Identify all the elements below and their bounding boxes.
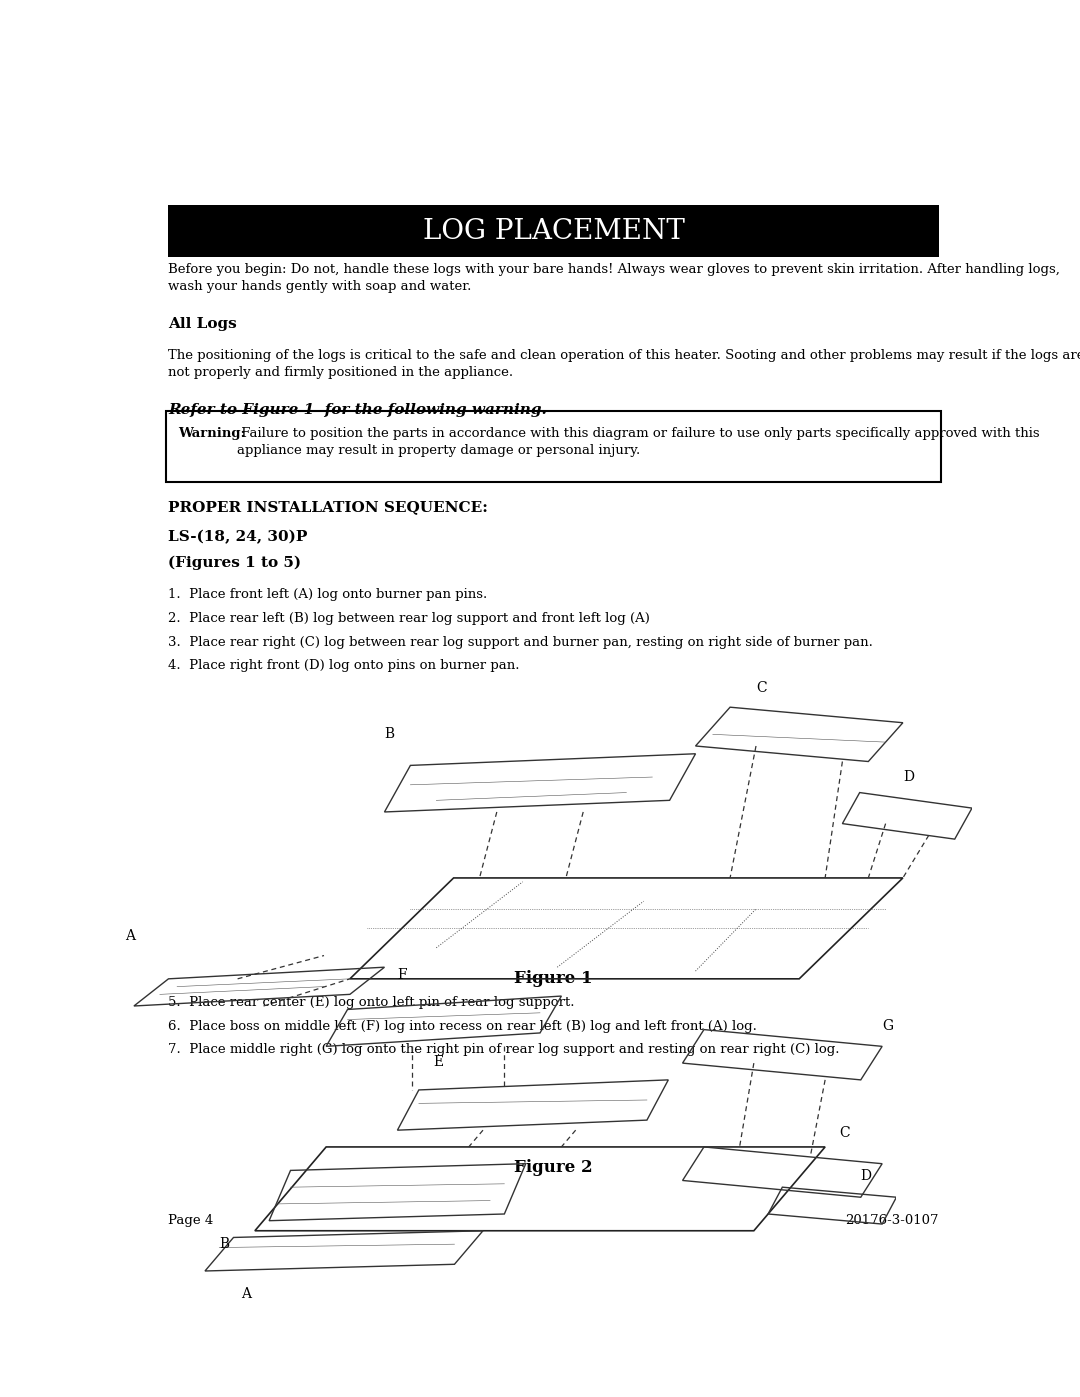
Text: 4.  Place right front (D) log onto pins on burner pan.: 4. Place right front (D) log onto pins o… xyxy=(168,659,519,672)
Text: Refer to Figure 1  for the following warning.: Refer to Figure 1 for the following warn… xyxy=(168,404,548,418)
Text: C: C xyxy=(839,1126,850,1140)
Text: D: D xyxy=(861,1169,872,1183)
Text: 3.  Place rear right (C) log between rear log support and burner pan, resting on: 3. Place rear right (C) log between rear… xyxy=(168,636,874,648)
Text: F: F xyxy=(397,968,407,982)
Text: 7.  Place middle right (G) log onto the right pin of rear log support and restin: 7. Place middle right (G) log onto the r… xyxy=(168,1044,840,1056)
Text: A: A xyxy=(241,1287,251,1301)
Bar xyxy=(168,205,939,257)
Text: G: G xyxy=(882,1018,893,1032)
Text: 1.  Place front left (A) log onto burner pan pins.: 1. Place front left (A) log onto burner … xyxy=(168,588,488,601)
Text: 20176-3-0107: 20176-3-0107 xyxy=(845,1214,939,1227)
Text: LOG PLACEMENT: LOG PLACEMENT xyxy=(422,218,685,244)
Text: Figure 2: Figure 2 xyxy=(514,1160,593,1176)
Text: Failure to position the parts in accordance with this diagram or failure to use : Failure to position the parts in accorda… xyxy=(238,427,1040,457)
Text: B: B xyxy=(219,1236,229,1250)
Text: All Logs: All Logs xyxy=(168,317,238,331)
Text: A: A xyxy=(125,929,135,943)
Text: D: D xyxy=(903,770,914,784)
Text: Before you begin: Do not, handle these logs with your bare hands! Always wear gl: Before you begin: Do not, handle these l… xyxy=(168,264,1061,293)
Text: C: C xyxy=(756,680,767,694)
Text: 6.  Place boss on middle left (F) log into recess on rear left (B) log and left : 6. Place boss on middle left (F) log int… xyxy=(168,1020,757,1032)
Text: 2.  Place rear left (B) log between rear log support and front left log (A): 2. Place rear left (B) log between rear … xyxy=(168,612,650,624)
Text: The positioning of the logs is critical to the safe and clean operation of this : The positioning of the logs is critical … xyxy=(168,349,1080,380)
Text: PROPER INSTALLATION SEQUENCE:: PROPER INSTALLATION SEQUENCE: xyxy=(168,500,488,514)
Text: E: E xyxy=(433,1056,443,1070)
Text: LS-(18, 24, 30)P: LS-(18, 24, 30)P xyxy=(168,529,308,545)
Text: Figure 1: Figure 1 xyxy=(514,970,593,988)
Text: Page 4: Page 4 xyxy=(168,1214,214,1227)
Text: (Figures 1 to 5): (Figures 1 to 5) xyxy=(168,556,301,570)
FancyBboxPatch shape xyxy=(166,411,941,482)
Text: B: B xyxy=(384,728,394,742)
Text: Warning:: Warning: xyxy=(178,427,246,440)
Text: 5.  Place rear center (E) log onto left pin of rear log support.: 5. Place rear center (E) log onto left p… xyxy=(168,996,575,1009)
